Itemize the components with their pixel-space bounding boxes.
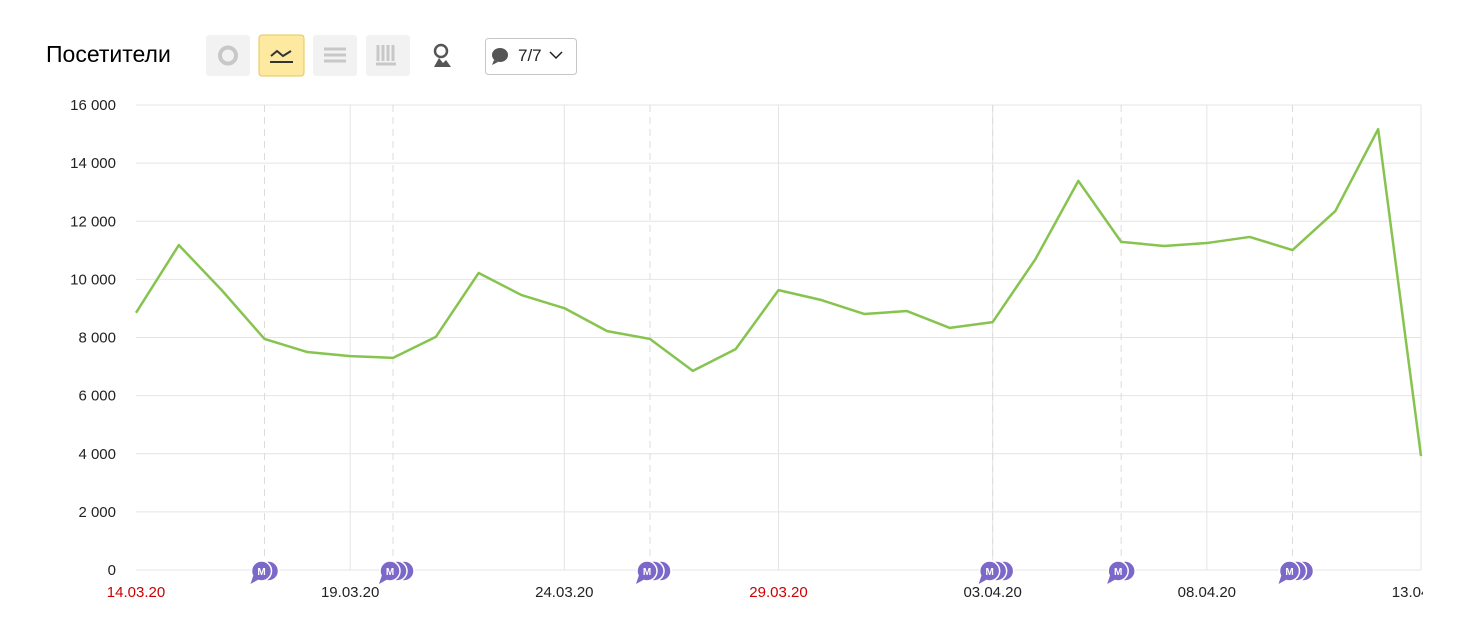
map-icon[interactable] (433, 43, 449, 59)
annotation-label: M (386, 567, 394, 578)
annotation-tail (978, 575, 988, 584)
y-tick-label: 12 000 (70, 213, 116, 230)
x-tick-label: 29.03.20 (749, 584, 807, 601)
y-tick-label: 4 000 (78, 446, 116, 463)
area-icon (324, 47, 346, 63)
x-tick-label: 19.03.20 (321, 584, 379, 601)
annotation-label: M (985, 567, 993, 578)
annotation-tail (1278, 575, 1288, 584)
annotation-tail (1107, 575, 1117, 584)
toolbar: 7/7 (206, 34, 577, 77)
annotation-bubble (1107, 560, 1129, 582)
annotation-marker[interactable]: M (1107, 560, 1136, 584)
x-tick-label: 03.04.20 (963, 584, 1021, 601)
annotation-marker[interactable]: M (379, 560, 415, 584)
y-tick-label: 6 000 (78, 388, 116, 405)
x-labels: 14.03.20 19.03.20 24.03.20 29.03.20 03.04.20… (107, 584, 1450, 601)
x-tick-label: 24.03.20 (535, 584, 593, 601)
y-tick-label: 0 (108, 562, 116, 579)
annotation-marker[interactable]: M (978, 560, 1015, 584)
annotation-bubble (978, 560, 1001, 582)
annotation-marker[interactable]: M (636, 560, 672, 584)
x-tick-label: 08.04.20 (1178, 584, 1236, 601)
annotation-marker[interactable]: M (1278, 560, 1315, 584)
plot: 0 2 000 4 000 6 000 8 000 10 000 12 000 14 000 1… (70, 97, 1423, 584)
y-tick-label: 8 000 (78, 330, 116, 347)
annotation-label: M (643, 567, 651, 578)
y-tick-label: 10 000 (70, 271, 116, 288)
annotation-tail (250, 575, 260, 584)
annotation-bubble (379, 560, 401, 582)
annotation-bubble (636, 560, 658, 582)
annotation-bubble (1278, 560, 1301, 582)
map-icon-base (434, 58, 451, 67)
annotation-tail (379, 575, 388, 584)
series-line (134, 127, 1423, 457)
x-tick-label: 13.04.20 (1392, 584, 1450, 601)
annotation-label: M (257, 567, 265, 578)
pie-button[interactable] (206, 35, 250, 76)
annotation-label: M (1285, 567, 1293, 578)
annotation-marker[interactable]: M (250, 560, 280, 584)
y-tick-label: 14 000 (70, 155, 116, 172)
annotation-label: M (1114, 567, 1122, 578)
x-tick-label: 14.03.20 (107, 584, 165, 601)
line-icon (270, 49, 292, 58)
annotation-bubble (250, 560, 273, 582)
pie-icon (218, 45, 238, 66)
y-tick-label: 16 000 (70, 97, 116, 114)
chart-title: Посетители (46, 41, 171, 67)
y-tick-label: 2 000 (78, 504, 116, 521)
filter-button[interactable] (485, 38, 577, 75)
dropdown-caret (549, 51, 563, 60)
comment-icon (492, 48, 508, 62)
annotation-tail (636, 575, 645, 584)
filter-label: 7/7 (518, 46, 542, 65)
bar-icon (376, 45, 396, 66)
comment-icon-tail (492, 60, 498, 65)
